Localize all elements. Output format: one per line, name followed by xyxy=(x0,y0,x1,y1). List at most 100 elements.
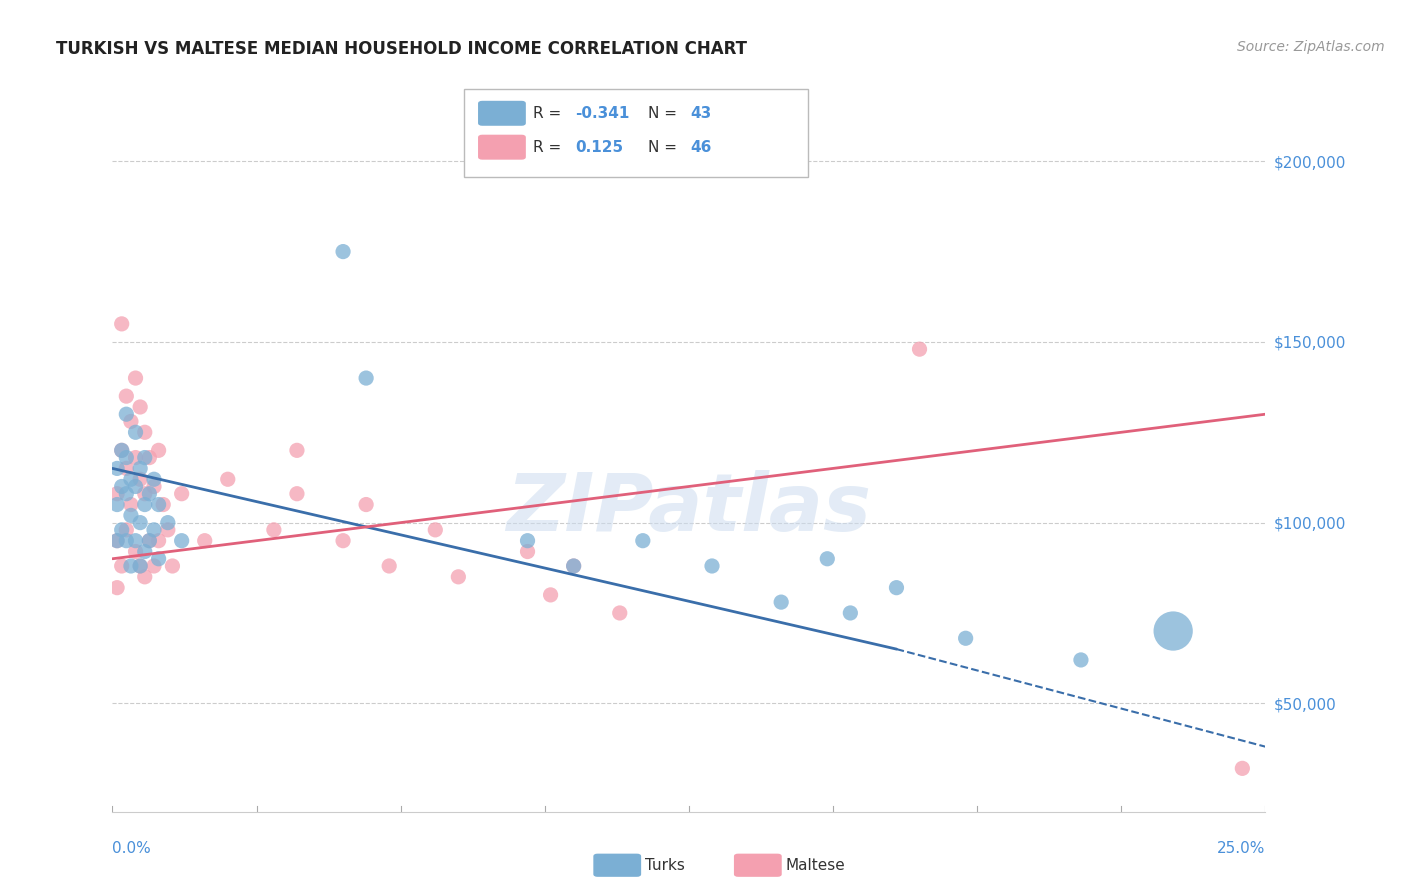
Point xyxy=(129,400,152,414)
Point xyxy=(120,559,142,574)
Point xyxy=(609,606,631,620)
Point xyxy=(105,498,128,512)
Text: 43: 43 xyxy=(690,106,711,120)
Point xyxy=(120,508,142,523)
Point xyxy=(105,533,128,548)
Point xyxy=(124,544,146,558)
Point xyxy=(143,472,166,486)
Text: R =: R = xyxy=(533,106,567,120)
Point xyxy=(105,581,128,595)
Text: ZIPatlas: ZIPatlas xyxy=(506,470,872,548)
Point xyxy=(562,559,585,574)
Point xyxy=(886,581,908,595)
Point xyxy=(540,588,562,602)
Point xyxy=(134,425,156,440)
Text: N =: N = xyxy=(648,106,682,120)
Point xyxy=(124,479,146,493)
Point xyxy=(129,516,152,530)
Text: Source: ZipAtlas.com: Source: ZipAtlas.com xyxy=(1237,40,1385,54)
Text: Maltese: Maltese xyxy=(786,858,845,872)
Point xyxy=(105,533,128,548)
Point xyxy=(134,544,156,558)
Point xyxy=(700,559,723,574)
Point xyxy=(152,498,174,512)
Point xyxy=(562,559,585,574)
Point xyxy=(955,632,977,646)
Point xyxy=(378,559,401,574)
Text: TURKISH VS MALTESE MEDIAN HOUSEHOLD INCOME CORRELATION CHART: TURKISH VS MALTESE MEDIAN HOUSEHOLD INCO… xyxy=(56,40,747,58)
Point xyxy=(129,559,152,574)
Point xyxy=(516,533,538,548)
Point xyxy=(134,450,156,465)
Point xyxy=(124,425,146,440)
Point xyxy=(143,523,166,537)
Point xyxy=(263,523,285,537)
Point xyxy=(138,486,160,500)
Point xyxy=(129,461,152,475)
Point xyxy=(217,472,239,486)
Point xyxy=(156,516,179,530)
Point xyxy=(124,533,146,548)
Point xyxy=(332,244,354,259)
Point xyxy=(115,523,138,537)
Point xyxy=(115,389,138,403)
Point xyxy=(120,498,142,512)
Point xyxy=(285,486,308,500)
Point xyxy=(120,414,142,428)
Point xyxy=(129,559,152,574)
Text: R =: R = xyxy=(533,140,567,154)
Point xyxy=(1070,653,1092,667)
Text: 25.0%: 25.0% xyxy=(1218,840,1265,855)
Point xyxy=(332,533,354,548)
Point xyxy=(134,486,156,500)
Point xyxy=(138,533,160,548)
Point xyxy=(111,523,134,537)
Point xyxy=(115,407,138,421)
Point xyxy=(815,551,838,566)
Point xyxy=(124,371,146,385)
Text: 0.0%: 0.0% xyxy=(112,840,152,855)
Text: Turks: Turks xyxy=(645,858,685,872)
Point xyxy=(111,559,134,574)
Point xyxy=(134,498,156,512)
Point xyxy=(148,551,170,566)
Point xyxy=(148,498,170,512)
Point xyxy=(143,559,166,574)
Point xyxy=(156,523,179,537)
Point xyxy=(111,443,134,458)
Point xyxy=(447,570,470,584)
Point xyxy=(516,544,538,558)
Point xyxy=(120,472,142,486)
Point xyxy=(194,533,217,548)
Point xyxy=(105,486,128,500)
Point xyxy=(170,486,193,500)
Point xyxy=(631,533,654,548)
Point xyxy=(908,342,931,356)
Point xyxy=(129,472,152,486)
Point xyxy=(105,461,128,475)
Text: 0.125: 0.125 xyxy=(575,140,623,154)
Point xyxy=(111,443,134,458)
Point xyxy=(1232,761,1254,775)
Point xyxy=(115,461,138,475)
Point xyxy=(425,523,447,537)
Text: N =: N = xyxy=(648,140,682,154)
Point xyxy=(354,371,377,385)
Point xyxy=(115,486,138,500)
Point xyxy=(170,533,193,548)
Text: -0.341: -0.341 xyxy=(575,106,630,120)
Point xyxy=(839,606,862,620)
Point xyxy=(148,443,170,458)
Point xyxy=(354,498,377,512)
Point xyxy=(138,533,160,548)
Point xyxy=(770,595,793,609)
Point xyxy=(134,570,156,584)
Point xyxy=(285,443,308,458)
Point xyxy=(115,450,138,465)
Point xyxy=(148,533,170,548)
Point xyxy=(162,559,184,574)
Point xyxy=(111,317,134,331)
Point xyxy=(115,533,138,548)
Point xyxy=(111,479,134,493)
Point xyxy=(1161,624,1184,638)
